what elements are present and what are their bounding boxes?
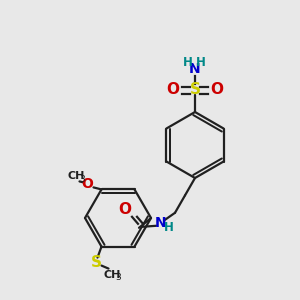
Text: CH: CH <box>104 270 121 280</box>
Text: O: O <box>211 82 224 98</box>
Text: CH: CH <box>68 171 85 182</box>
Text: H: H <box>196 56 206 70</box>
Text: O: O <box>82 177 93 191</box>
Text: H: H <box>164 221 174 234</box>
Text: H: H <box>183 56 193 70</box>
Text: O: O <box>167 82 179 98</box>
Text: 3: 3 <box>116 273 122 282</box>
Text: O: O <box>118 202 131 217</box>
Text: 3: 3 <box>80 175 85 184</box>
Text: N: N <box>189 62 201 76</box>
Text: S: S <box>91 255 102 270</box>
Text: N: N <box>155 216 167 230</box>
Text: S: S <box>190 82 200 98</box>
